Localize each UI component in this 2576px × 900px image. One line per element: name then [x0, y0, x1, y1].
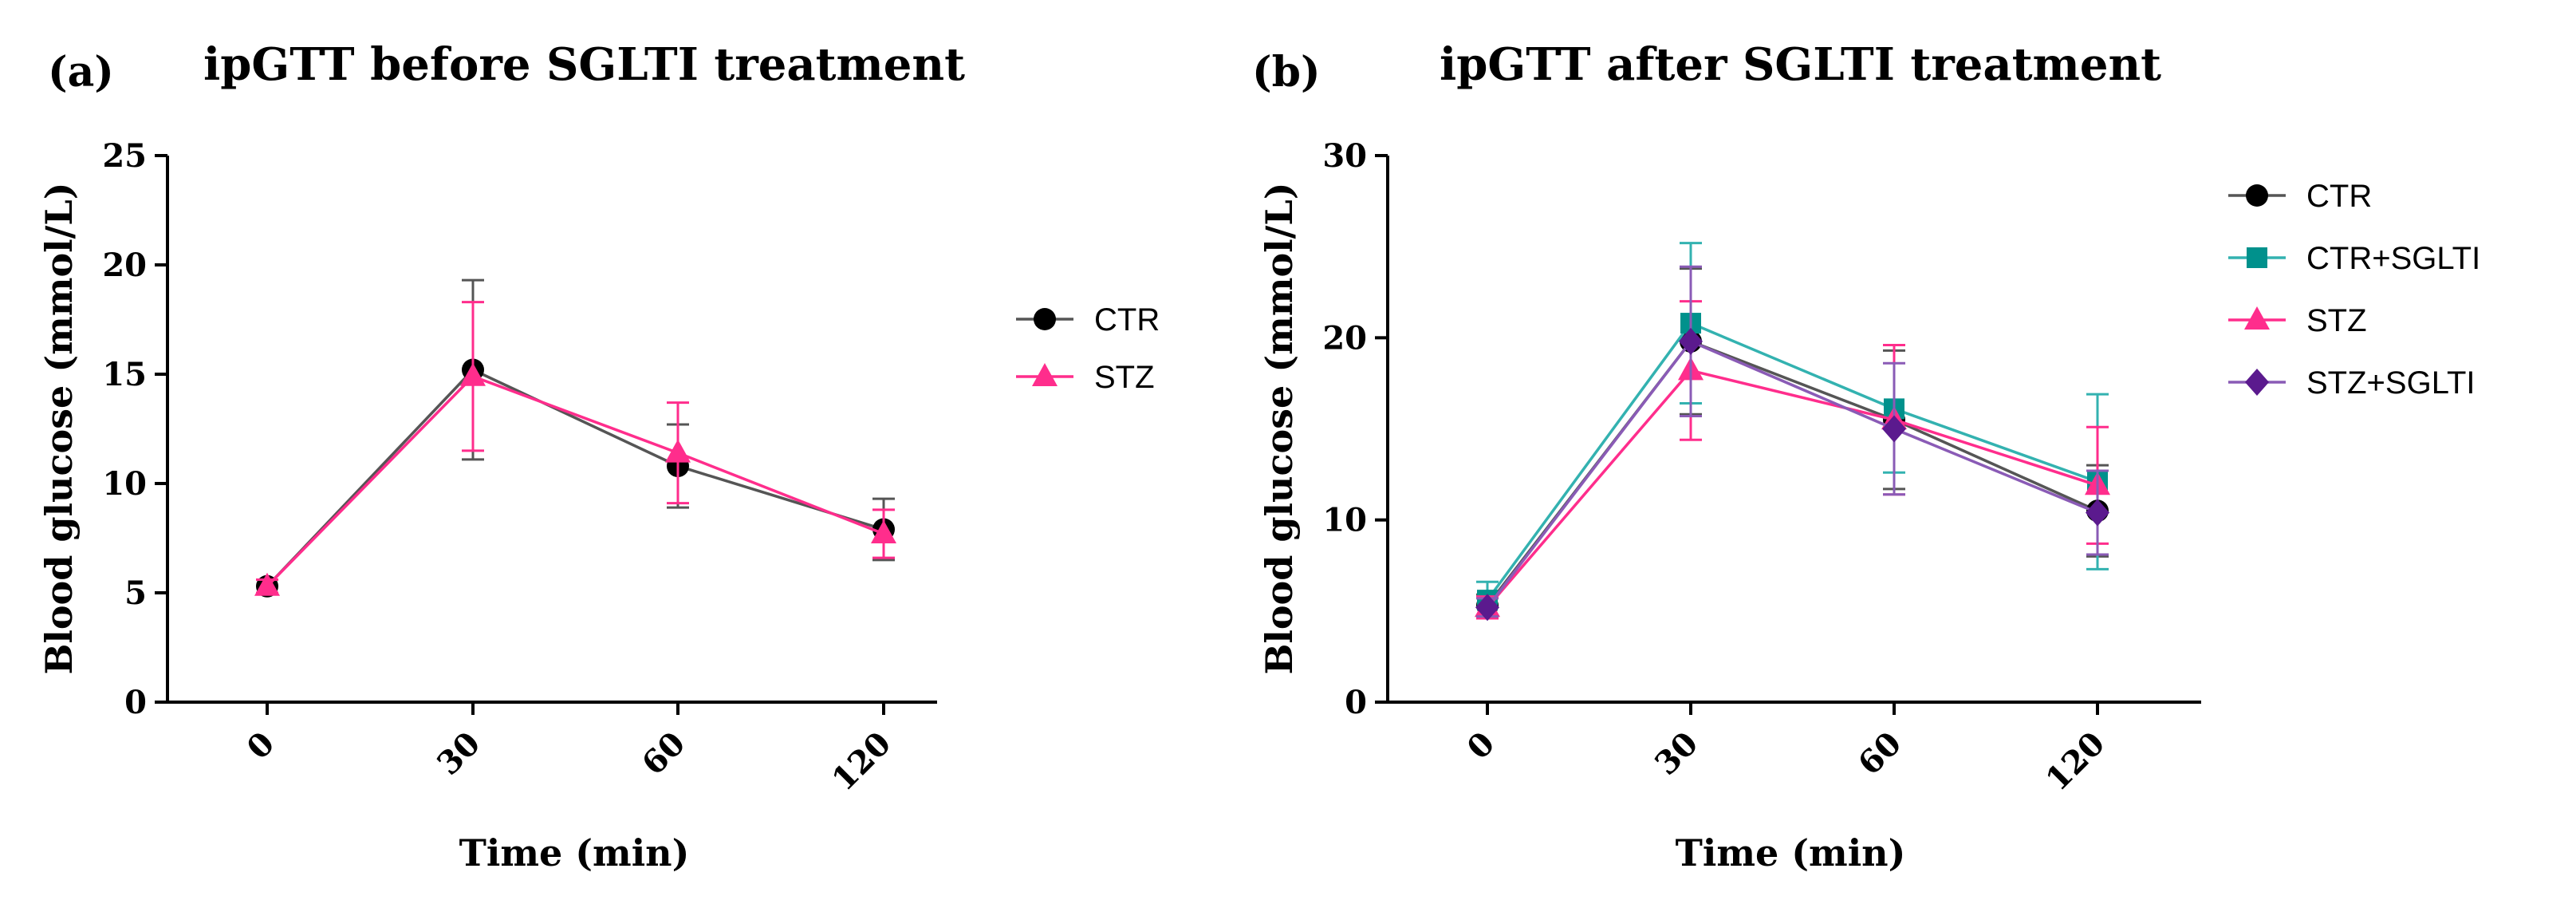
legend-marker — [2247, 247, 2267, 268]
x-tick-label: 60 — [635, 724, 693, 783]
chart-title-b: ipGTT after SGLTI treatment — [1440, 38, 2161, 91]
y-tick-label: 5 — [124, 574, 147, 612]
panel-label-b: (b) — [1252, 48, 1321, 97]
series-ctr — [1476, 267, 2109, 618]
y-tick-label: 20 — [1322, 319, 1367, 357]
series-line — [1486, 369, 2098, 609]
legend-label: STZ — [1094, 360, 1155, 395]
x-tick-label: 120 — [2038, 724, 2112, 798]
legend-label: STZ — [2306, 303, 2367, 338]
legend-label: CTR — [1094, 302, 1160, 338]
legend-item: STZ — [1016, 360, 1155, 395]
data-point — [254, 572, 280, 596]
legend-item: STZ+SGLTI — [2228, 365, 2476, 401]
data-point — [1882, 415, 1906, 443]
legend-item: CTR+SGLTI — [2228, 241, 2480, 276]
x-tick-label: 60 — [1851, 724, 1909, 783]
legend-item: CTR — [2228, 179, 2372, 214]
series-line — [1486, 321, 2098, 602]
data-point — [1475, 594, 1499, 622]
x-tick-label: 30 — [430, 724, 488, 783]
chart-title-a: ipGTT before SGLTI treatment — [203, 38, 965, 91]
legend-item: STZ — [2228, 303, 2367, 338]
x-axis-title-b: Time (min) — [1676, 831, 1906, 874]
panel-b: (b) ipGTT after SGLTI treatment Blood gl… — [1252, 38, 2480, 874]
series-stz-sglti — [1475, 265, 2109, 622]
legend-item: CTR — [1016, 302, 1160, 338]
panel-label-a: (a) — [48, 48, 114, 97]
legend-marker — [1034, 308, 1056, 330]
panel-a: (a) ipGTT before SGLTI treatment Blood g… — [37, 38, 1160, 874]
series-line — [266, 368, 884, 587]
x-tick-label: 0 — [239, 724, 282, 767]
legend-marker — [2246, 184, 2268, 207]
data-point — [2086, 499, 2109, 527]
legend-marker — [1032, 363, 1058, 386]
y-axis-title-b: Blood glucose (mmol/L) — [1258, 182, 1301, 674]
series-ctr — [256, 278, 895, 598]
data-point — [1679, 327, 1703, 355]
series-line — [1486, 339, 2098, 609]
legend-marker — [2245, 369, 2269, 396]
series-stz — [254, 301, 896, 596]
x-tick-label: 0 — [1459, 724, 1502, 767]
y-axis-title-a: Blood glucose (mmol/L) — [37, 182, 81, 674]
x-tick-label: 120 — [825, 724, 898, 798]
series-line — [266, 374, 884, 588]
series-ctr-sglti — [1476, 242, 2109, 620]
legend-label: CTR — [2306, 179, 2372, 214]
series-stz — [1475, 300, 2110, 620]
y-tick-label: 15 — [102, 356, 147, 393]
y-tick-label: 0 — [1345, 684, 1367, 721]
data-point — [460, 362, 486, 386]
x-tick-label: 30 — [1648, 724, 1706, 783]
data-point — [665, 439, 691, 463]
y-tick-label: 10 — [1322, 502, 1367, 539]
data-point — [871, 520, 896, 544]
x-axis-title-a: Time (min) — [459, 831, 690, 874]
legend-marker — [2244, 306, 2270, 330]
y-tick-label: 25 — [102, 137, 147, 175]
y-tick-label: 0 — [124, 684, 147, 721]
legend-label: CTR+SGLTI — [2306, 241, 2480, 276]
legend-label: STZ+SGLTI — [2306, 365, 2476, 401]
y-tick-label: 20 — [102, 247, 147, 284]
y-tick-label: 30 — [1322, 137, 1367, 175]
y-tick-label: 10 — [102, 465, 147, 503]
